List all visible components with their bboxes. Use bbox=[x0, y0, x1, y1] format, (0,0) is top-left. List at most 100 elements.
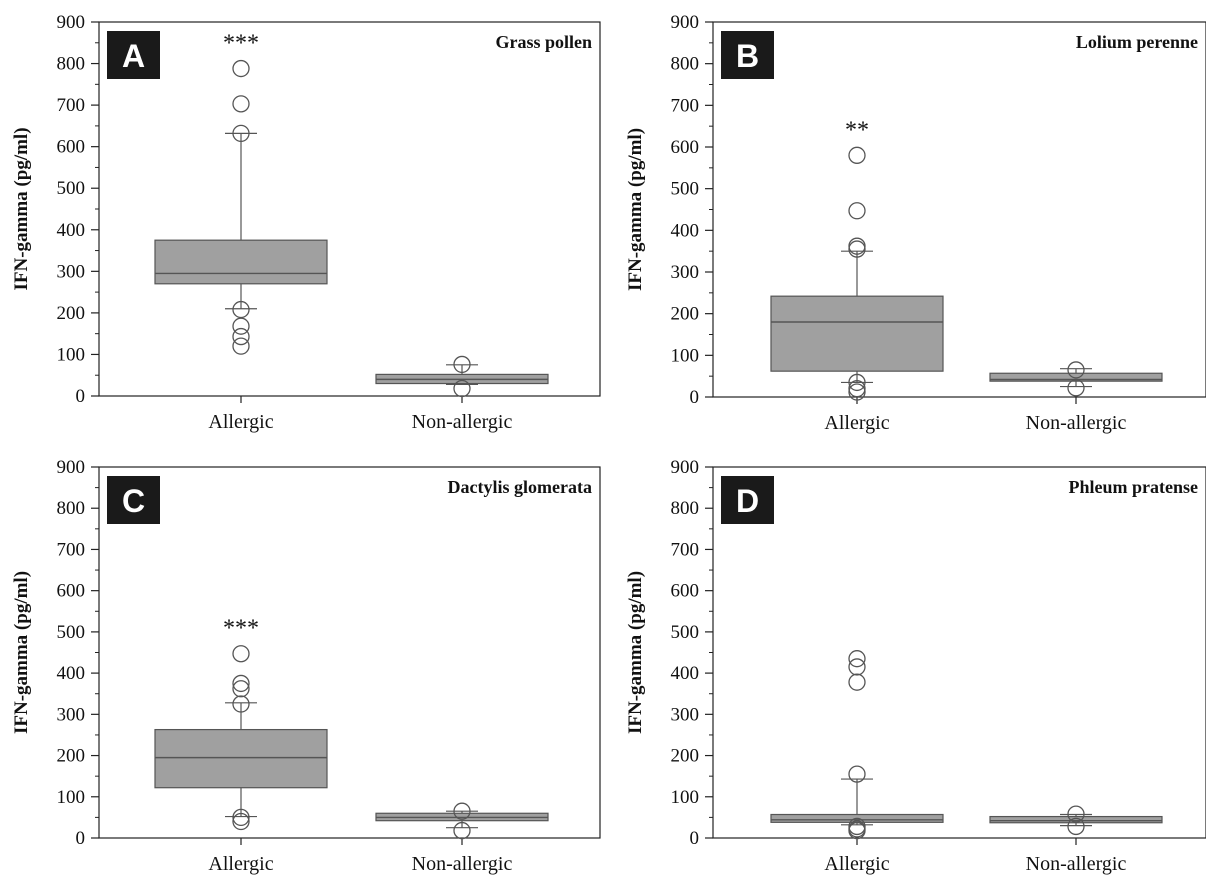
outlier-point bbox=[453, 821, 471, 840]
panel-a: 0 100 200 300 400 500 600 700 800 900 IFN-gamma (p… bbox=[11, 12, 601, 433]
outlier-point bbox=[848, 146, 866, 164]
panel-c-category-label: Allergic bbox=[208, 853, 273, 875]
panel-a-ytick-label: 700 bbox=[57, 95, 86, 116]
panel-c-box-allergic bbox=[154, 645, 328, 831]
panel-d: 0 100 200 300 400 500 600 700 800 900 IFN-gamma (p… bbox=[625, 457, 1206, 875]
panel-b-letter: B bbox=[736, 38, 759, 74]
panel-c-title: Dactylis glomerata bbox=[448, 477, 592, 497]
panel-a-category-label: Allergic bbox=[208, 411, 273, 433]
panel-d-ytick-label: 100 bbox=[671, 787, 700, 808]
panel-d-ytick-label: 300 bbox=[671, 704, 700, 725]
panel-c-ytick-label: 900 bbox=[57, 457, 86, 478]
panel-c-ytick-label: 200 bbox=[57, 746, 86, 767]
outlier-point bbox=[232, 680, 250, 698]
panel-b-ytick-label: 100 bbox=[671, 345, 700, 366]
outlier-point bbox=[848, 765, 866, 783]
panel-b-category-label: Non-allergic bbox=[1026, 412, 1127, 434]
outlier-point bbox=[232, 95, 250, 113]
panel-a-box-allergic bbox=[154, 59, 328, 355]
outlier-point bbox=[848, 240, 866, 258]
box-iqr bbox=[770, 295, 944, 372]
panel-a-ytick-label: 600 bbox=[57, 137, 86, 158]
outlier-point bbox=[232, 124, 250, 143]
panel-c: 0 100 200 300 400 500 600 700 800 900 IFN-gamma (p… bbox=[11, 457, 601, 875]
outlier-point bbox=[848, 202, 866, 220]
outlier-point bbox=[1067, 379, 1085, 397]
panel-a-title: Grass pollen bbox=[495, 32, 592, 52]
panel-b-ytick-label: 500 bbox=[671, 179, 700, 200]
panel-a-ytick-label: 900 bbox=[57, 12, 86, 33]
panel-a-ytick-label: 800 bbox=[57, 54, 86, 75]
panel-c-ytick-label: 400 bbox=[57, 663, 86, 684]
panel-c-significance: *** bbox=[223, 616, 259, 642]
outlier-point bbox=[848, 383, 866, 401]
panel-b-ytick-label: 200 bbox=[671, 304, 700, 325]
outlier-point bbox=[232, 317, 250, 335]
panel-c-letter-badge bbox=[107, 476, 160, 524]
outlier-point bbox=[232, 808, 250, 827]
panel-b-title: Lolium perenne bbox=[1076, 32, 1198, 52]
panel-b-y-axis-title: IFN-gamma (pg/ml) bbox=[625, 128, 646, 291]
panel-d-ytick-label: 200 bbox=[671, 746, 700, 767]
outlier-point bbox=[232, 59, 250, 78]
outlier-point bbox=[848, 658, 866, 676]
panel-c-ytick-label: 0 bbox=[76, 828, 86, 849]
outlier-point bbox=[848, 650, 866, 668]
panel-d-ytick-label: 400 bbox=[671, 663, 700, 684]
panel-c-ytick-label: 800 bbox=[57, 498, 86, 519]
outlier-point bbox=[232, 812, 250, 831]
panel-b-box-non-allergic bbox=[989, 361, 1163, 397]
panel-c-ytick-label: 700 bbox=[57, 539, 86, 560]
panel-d-box-allergic bbox=[770, 650, 944, 840]
panel-a-ytick-label: 500 bbox=[57, 178, 86, 199]
box-iqr bbox=[989, 815, 1163, 824]
outlier-point bbox=[232, 337, 250, 355]
outlier-point bbox=[848, 373, 866, 392]
panel-d-ytick-label: 800 bbox=[671, 498, 700, 519]
outlier-point bbox=[848, 821, 866, 840]
panel-a-frame bbox=[98, 21, 601, 397]
panel-a-ytick-label: 400 bbox=[57, 220, 86, 241]
outlier-point bbox=[232, 695, 250, 713]
panel-a-box-non-allergic bbox=[375, 355, 549, 398]
box-iqr bbox=[154, 239, 328, 285]
panel-c-ytick-label: 600 bbox=[57, 581, 86, 602]
panel-a-ytick-label: 300 bbox=[57, 261, 86, 282]
outlier-point bbox=[1067, 805, 1085, 823]
outlier-point bbox=[453, 802, 471, 820]
box-iqr bbox=[154, 728, 328, 789]
panel-a-letter-badge bbox=[107, 31, 160, 79]
panel-a-category-label: Non-allergic bbox=[412, 411, 513, 433]
panel-c-box-non-allergic bbox=[375, 802, 549, 840]
panel-b: 0 100 200 300 400 500 600 700 800 900 IFN-gamma (p… bbox=[625, 12, 1206, 434]
panel-d-ytick-label: 700 bbox=[671, 539, 700, 560]
outlier-point bbox=[232, 674, 250, 693]
panel-d-letter: D bbox=[736, 483, 759, 519]
panel-d-frame bbox=[712, 466, 1206, 839]
outlier-point bbox=[453, 355, 471, 374]
panel-d-ytick-label: 0 bbox=[690, 828, 700, 849]
panel-b-ytick-label: 400 bbox=[671, 220, 700, 241]
panel-d-title: Phleum pratense bbox=[1069, 477, 1199, 497]
outlier-point bbox=[453, 379, 471, 398]
panel-d-letter-badge bbox=[721, 476, 774, 524]
panel-a-ytick-label: 200 bbox=[57, 303, 86, 324]
panel-d-ytick-label: 600 bbox=[671, 581, 700, 602]
panel-a-y-axis-title: IFN-gamma (pg/ml) bbox=[11, 127, 32, 290]
panel-d-ytick-label: 500 bbox=[671, 622, 700, 643]
panel-b-ytick-label: 800 bbox=[671, 54, 700, 75]
outlier-point bbox=[848, 380, 866, 398]
panel-b-ytick-label: 900 bbox=[671, 12, 700, 33]
panel-c-letter: C bbox=[122, 483, 145, 519]
outlier-point bbox=[232, 645, 250, 663]
panel-b-ytick-label: 0 bbox=[690, 387, 700, 408]
panel-d-box-non-allergic bbox=[989, 805, 1163, 836]
panel-b-ytick-label: 600 bbox=[671, 137, 700, 158]
panel-b-ytick-label: 300 bbox=[671, 262, 700, 283]
outlier-point bbox=[1067, 361, 1085, 379]
panel-d-category-label: Non-allergic bbox=[1026, 853, 1127, 875]
panel-c-ytick-label: 500 bbox=[57, 622, 86, 643]
panel-c-category-label: Non-allergic bbox=[412, 853, 513, 875]
panel-b-box-allergic bbox=[770, 146, 944, 401]
